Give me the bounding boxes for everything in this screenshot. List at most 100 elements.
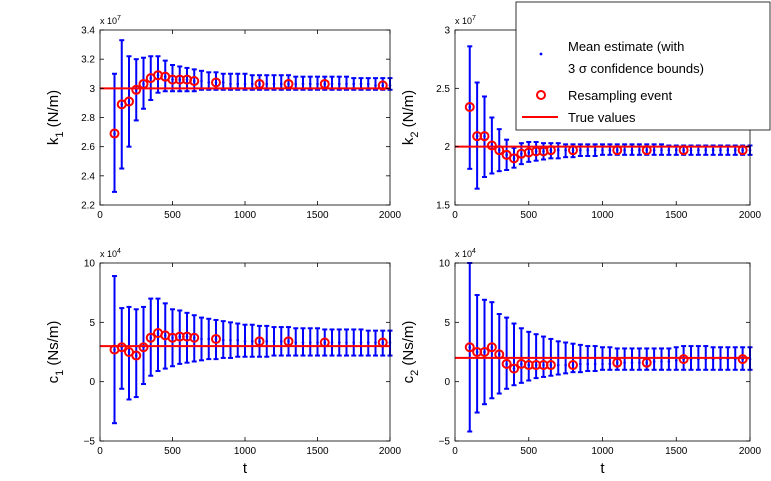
- mean-estimate-point: [381, 341, 385, 344]
- exponent-power: 7: [472, 15, 476, 22]
- x-tick-label: 500: [520, 210, 537, 221]
- mean-estimate-point: [200, 79, 203, 83]
- mean-estimate-point: [615, 361, 619, 364]
- mean-estimate-point: [468, 105, 472, 109]
- resampling-markers: [464, 342, 748, 374]
- resampling-event-marker: [479, 347, 490, 357]
- x-tick-label: 500: [164, 446, 181, 457]
- y-tick-label: 0: [89, 377, 95, 388]
- mean-estimate-point: [579, 148, 582, 152]
- y-tick-label: 2.5: [436, 84, 450, 95]
- mean-estimate-point: [214, 81, 218, 84]
- x-tick-label: 2000: [379, 210, 402, 221]
- mean-estimate-point: [719, 148, 722, 152]
- mean-estimate-point: [571, 148, 575, 152]
- y-tick-label: 10: [84, 259, 96, 270]
- mean-estimate-point: [571, 363, 575, 367]
- mean-estimate-point: [345, 82, 348, 86]
- y-tick-label: 1.5: [436, 201, 450, 212]
- mean-estimate-point: [113, 348, 116, 351]
- y-axis-label: k2 (N/m): [400, 90, 421, 145]
- resampling-event-marker: [678, 145, 689, 156]
- x-tick-label: 0: [452, 446, 458, 457]
- resampling-event-marker: [612, 357, 623, 368]
- mean-estimate-point: [352, 82, 356, 86]
- mean-estimate-point: [593, 148, 597, 152]
- mean-estimate-point: [308, 341, 312, 344]
- exponent-power: 4: [472, 248, 476, 255]
- mean-estimate-point: [250, 340, 254, 343]
- mean-estimate-point: [682, 148, 685, 152]
- mean-estimate-point: [287, 82, 290, 86]
- y-axis-label: k1 (N/m): [45, 90, 66, 145]
- mean-estimate-point: [229, 338, 232, 342]
- mean-estimate-point: [542, 150, 545, 153]
- exponent-base: x 10: [100, 249, 117, 259]
- mean-estimate-point: [623, 148, 626, 152]
- resampling-event-marker: [486, 140, 497, 151]
- mean-estimate-point: [652, 360, 656, 363]
- resampling-event-marker: [678, 354, 689, 365]
- mean-estimate-point: [258, 82, 261, 86]
- x-tick-label: 1000: [234, 446, 257, 457]
- exponent-base: x 10: [455, 249, 472, 259]
- mean-estimate-point: [556, 148, 560, 152]
- error-bars: [467, 262, 753, 433]
- mean-estimate-point: [593, 362, 597, 366]
- mean-estimate-point: [316, 82, 319, 86]
- mean-estimate-point: [497, 353, 501, 356]
- mean-estimate-point: [374, 84, 377, 87]
- mean-estimate-point: [279, 340, 283, 343]
- resampling-event-marker: [737, 145, 748, 156]
- mean-estimate-point: [726, 148, 730, 152]
- mean-estimate-point: [330, 82, 334, 86]
- resampling-markers: [464, 102, 748, 164]
- mean-estimate-point: [316, 341, 319, 344]
- resampling-event-marker: [568, 360, 578, 371]
- mean-estimate-point: [171, 336, 174, 340]
- mean-estimate-point: [323, 82, 327, 86]
- mean-estimate-point: [534, 363, 538, 367]
- y-tick-label: 3.4: [81, 26, 95, 37]
- mean-estimate-point: [667, 148, 671, 152]
- mean-estimate-point: [301, 82, 305, 86]
- mean-estimate-point: [134, 354, 138, 357]
- resampling-event-marker: [612, 145, 623, 156]
- resampling-markers: [109, 70, 388, 139]
- resampling-event-marker: [737, 354, 748, 365]
- mean-estimate-point: [374, 341, 377, 344]
- resampling-event-marker: [641, 145, 652, 156]
- legend-line2-suffix: confidence bounds): [587, 61, 704, 76]
- mean-estimate-point: [468, 345, 472, 349]
- x-axis-label: t: [243, 460, 248, 477]
- mean-estimate-point: [279, 82, 283, 86]
- resampling-event-marker: [211, 333, 221, 344]
- y-tick-label: 0: [444, 377, 450, 388]
- resampling-event-marker: [116, 342, 127, 353]
- resampling-event-marker: [145, 332, 156, 343]
- y-tick-label: 2: [444, 142, 450, 153]
- resampling-event-marker: [138, 342, 149, 353]
- axis-exponent-label: x 107: [100, 15, 121, 26]
- mean-estimate-point: [171, 78, 174, 81]
- resampling-markers: [109, 328, 388, 361]
- mean-estimate-point: [623, 361, 626, 364]
- legend-box: [515, 1, 771, 131]
- mean-estimate-point: [556, 363, 560, 367]
- exponent-base: x 10: [100, 16, 117, 26]
- resampling-event-marker: [545, 360, 556, 371]
- mean-estimate-point: [615, 148, 619, 152]
- y-tick-label: 5: [89, 318, 95, 329]
- mean-estimate-point: [163, 334, 167, 337]
- mean-estimate-point: [330, 341, 334, 344]
- y-tick-label: 5: [444, 318, 450, 329]
- mean-estimate-point: [601, 148, 604, 152]
- resampling-event-marker: [124, 96, 134, 107]
- mean-estimate-point: [287, 340, 290, 343]
- y-axis-label-main: k: [400, 137, 417, 145]
- mean-estimate-point: [689, 148, 693, 152]
- mean-estimate-point: [527, 151, 531, 154]
- mean-estimate-point: [359, 82, 363, 86]
- resampling-event-marker: [283, 336, 294, 347]
